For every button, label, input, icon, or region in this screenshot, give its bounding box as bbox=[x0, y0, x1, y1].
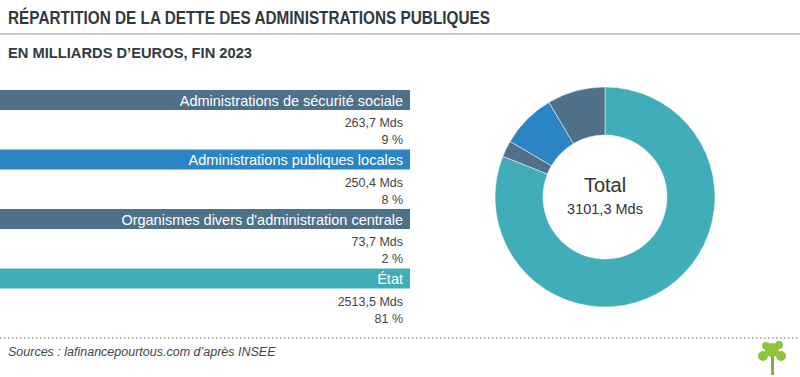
logo-leaf bbox=[776, 351, 786, 361]
logo-trunk bbox=[771, 355, 774, 375]
value-label: 73,7 Mds bbox=[352, 235, 403, 249]
legend-swatch bbox=[0, 150, 410, 170]
value-label: 2513,5 Mds bbox=[338, 295, 403, 309]
legend-item: Administrations publiques locales 250,4 M… bbox=[0, 150, 410, 207]
footer-rule bbox=[0, 337, 800, 338]
logo bbox=[758, 341, 786, 375]
share-label: 8 % bbox=[381, 193, 403, 207]
logo-leaf bbox=[775, 341, 783, 349]
slice bbox=[549, 87, 605, 144]
legend-item: État 2513,5 Mds 81 % bbox=[0, 269, 410, 326]
source: Sources : lafinancepourtous.com d’après … bbox=[8, 345, 276, 359]
legend-label: État bbox=[377, 271, 403, 287]
legend-swatch bbox=[0, 90, 410, 110]
slice bbox=[495, 87, 715, 307]
legend-item: Administrations de sécurité sociale 263,7… bbox=[0, 90, 410, 147]
share-label: 9 % bbox=[381, 133, 403, 147]
total-value: 3101,3 Mds bbox=[567, 201, 643, 217]
title: RÉPARTITION DE LA DETTE DES ADMINISTRATI… bbox=[8, 7, 490, 28]
legend-label: Administrations publiques locales bbox=[189, 152, 403, 168]
total-label: Total bbox=[584, 174, 626, 196]
title-rule bbox=[0, 34, 800, 35]
subtitle: EN MILLIARDS D’EUROS, FIN 2023 bbox=[8, 45, 252, 61]
logo-leaf bbox=[758, 351, 768, 361]
legend-swatch bbox=[0, 209, 410, 229]
value-label: 263,7 Mds bbox=[345, 116, 403, 130]
chart: RÉPARTITION DE LA DETTE DES ADMINISTRATI… bbox=[0, 0, 800, 377]
logo-leaf bbox=[762, 342, 770, 350]
legend-item: Organismes divers d'administration centr… bbox=[0, 209, 410, 266]
value-label: 250,4 Mds bbox=[345, 176, 403, 190]
share-label: 81 % bbox=[375, 312, 404, 326]
donut bbox=[495, 87, 715, 307]
share-label: 2 % bbox=[381, 252, 403, 266]
legend-label: Administrations de sécurité sociale bbox=[180, 93, 403, 109]
legend-swatch bbox=[0, 269, 410, 289]
legend-label: Organismes divers d'administration centr… bbox=[121, 212, 403, 228]
